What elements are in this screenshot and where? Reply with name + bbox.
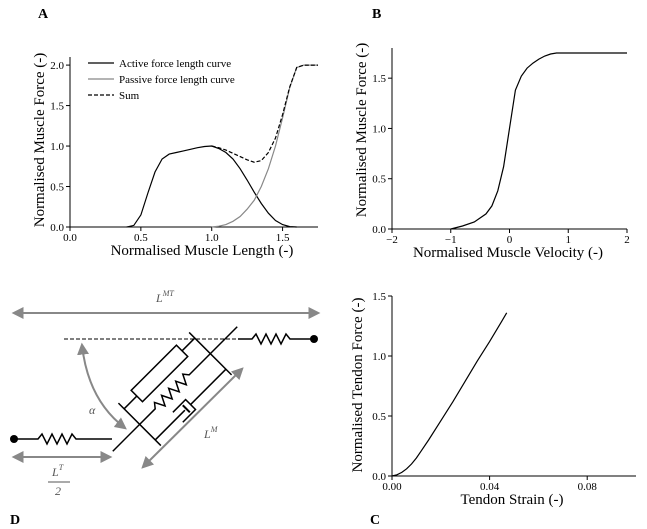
right-tendon-spring — [238, 332, 314, 346]
panel-a-series-1-line — [211, 64, 318, 228]
panel-a: A 0.0 0.5 1.0 1.5 0.0 0.5 1.0 1.5 2.0 Normalised… — [32, 7, 318, 259]
x-tick-label: 1.0 — [205, 232, 219, 244]
x-tick-label: 1.5 — [276, 232, 290, 244]
right-endpoint — [310, 335, 318, 343]
x-tick-label: 0.04 — [480, 481, 500, 493]
panel-b-series-0-line — [450, 52, 627, 230]
panel-c-ylabel: Normalised Tendon Force (-) — [350, 298, 366, 473]
y-tick-label: 1.5 — [50, 101, 64, 113]
lm-label: LM — [203, 425, 219, 441]
y-tick-label: 1.0 — [50, 141, 64, 153]
x-tick-label: −2 — [386, 234, 398, 246]
panel-a-letter: A — [38, 7, 49, 22]
panel-a-series-2-line — [211, 64, 318, 163]
y-tick-label: 1.0 — [372, 123, 386, 135]
lm-arrow — [141, 367, 244, 469]
panel-a-legend: Active force length curve Passive force … — [88, 58, 235, 102]
panel-b-ylabel: Normalised Muscle Force (-) — [354, 43, 370, 218]
panel-c: C 0.00 0.04 0.08 0.0 0.5 1.0 1.5 Tendon Strain… — [350, 291, 636, 528]
x-tick-label: 0 — [507, 234, 513, 246]
y-tick-label: 0.5 — [50, 182, 64, 194]
y-tick-label: 1.5 — [372, 73, 386, 85]
panel-a-ylabel: Normalised Muscle Force (-) — [32, 53, 48, 228]
legend-label-active: Active force length curve — [119, 58, 231, 70]
lt-label-numerator: LT — [51, 463, 64, 479]
x-tick-label: −1 — [445, 234, 457, 246]
y-tick-label: 0.0 — [372, 471, 386, 483]
lmt-label: LMT — [155, 289, 174, 305]
panel-c-series-0-line — [391, 312, 508, 477]
x-tick-label: 0.5 — [134, 232, 148, 244]
panel-d-diagram: D LMT — [10, 289, 321, 528]
lt-label-denominator: 2 — [55, 484, 61, 498]
x-tick-label: 2 — [624, 234, 630, 246]
legend-label-passive: Passive force length curve — [119, 74, 235, 86]
y-tick-label: 0.0 — [50, 222, 64, 234]
panel-a-xlabel: Normalised Muscle Length (-) — [111, 243, 294, 259]
muscle-element — [112, 326, 238, 452]
left-tendon-spring — [14, 432, 112, 446]
panel-b-letter: B — [372, 7, 381, 22]
x-tick-label: 0.08 — [578, 481, 598, 493]
panel-c-letter: C — [370, 513, 380, 528]
x-tick-label: 1 — [566, 234, 572, 246]
alpha-label: α — [89, 403, 96, 417]
y-tick-label: 2.0 — [50, 60, 64, 72]
x-tick-label: 0.00 — [382, 481, 402, 493]
alpha-arc — [77, 342, 127, 430]
panel-d-letter: D — [10, 513, 20, 528]
y-tick-label: 1.0 — [372, 351, 386, 363]
legend-label-sum: Sum — [119, 90, 140, 102]
x-tick-label: 0.0 — [63, 232, 77, 244]
panel-b-xlabel: Normalised Muscle Velocity (-) — [413, 245, 603, 261]
y-tick-label: 0.5 — [372, 174, 386, 186]
panel-c-xlabel: Tendon Strain (-) — [460, 492, 563, 508]
panel-b: B −2 −1 0 1 2 0.0 0.5 1.0 1.5 Normalised Muscle … — [354, 7, 630, 261]
y-tick-label: 0.0 — [372, 224, 386, 236]
y-tick-label: 1.5 — [372, 291, 386, 303]
y-tick-label: 0.5 — [372, 411, 386, 423]
